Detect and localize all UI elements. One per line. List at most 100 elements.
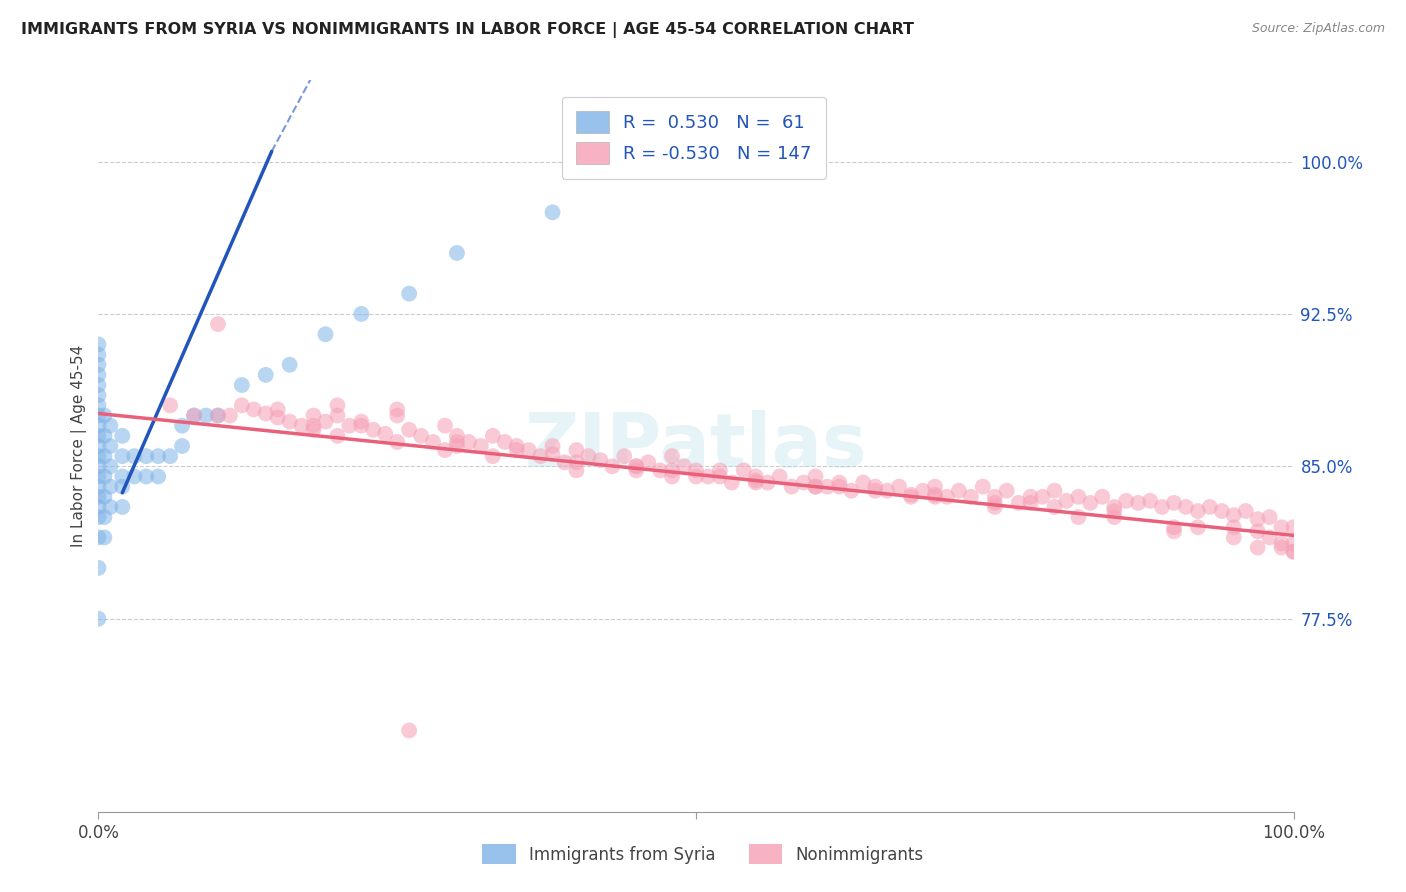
Point: [1187, 520, 1209, 534]
Point: [613, 449, 636, 463]
Point: [159, 398, 181, 412]
Point: [135, 469, 157, 483]
Point: [637, 455, 659, 469]
Point: [111, 449, 134, 463]
Point: [267, 402, 290, 417]
Point: [93, 490, 115, 504]
Point: [446, 429, 468, 443]
Point: [1067, 490, 1090, 504]
Point: [254, 407, 277, 421]
Point: [745, 469, 768, 483]
Point: [326, 398, 349, 412]
Point: [1223, 531, 1246, 545]
Point: [446, 434, 468, 449]
Point: [541, 447, 564, 461]
Point: [889, 480, 911, 494]
Point: [159, 449, 181, 463]
Point: [398, 723, 420, 738]
Point: [1032, 490, 1054, 504]
Point: [350, 307, 373, 321]
Point: [578, 449, 600, 463]
Point: [1019, 490, 1042, 504]
Point: [98, 459, 122, 474]
Point: [626, 459, 648, 474]
Point: [446, 246, 468, 260]
Point: [768, 469, 790, 483]
Point: [93, 449, 115, 463]
Text: IMMIGRANTS FROM SYRIA VS NONIMMIGRANTS IN LABOR FORCE | AGE 45-54 CORRELATION CH: IMMIGRANTS FROM SYRIA VS NONIMMIGRANTS I…: [21, 22, 914, 38]
Point: [1258, 531, 1281, 545]
Point: [231, 378, 253, 392]
Point: [984, 490, 1007, 504]
Point: [434, 418, 457, 433]
Point: [374, 426, 396, 441]
Point: [481, 449, 505, 463]
Point: [565, 443, 588, 458]
Point: [87, 418, 110, 433]
Point: [1187, 504, 1209, 518]
Point: [661, 463, 683, 477]
Point: [481, 429, 505, 443]
Point: [911, 483, 934, 498]
Point: [721, 475, 744, 490]
Point: [995, 483, 1018, 498]
Point: [865, 483, 887, 498]
Text: Source: ZipAtlas.com: Source: ZipAtlas.com: [1251, 22, 1385, 36]
Point: [1247, 541, 1270, 555]
Point: [541, 439, 564, 453]
Point: [87, 378, 110, 392]
Legend: R =  0.530   N =  61, R = -0.530   N = 147: R = 0.530 N = 61, R = -0.530 N = 147: [561, 96, 825, 178]
Point: [1104, 504, 1126, 518]
Point: [804, 480, 827, 494]
Point: [339, 418, 361, 433]
Point: [183, 409, 205, 423]
Point: [278, 358, 301, 372]
Point: [1104, 500, 1126, 514]
Point: [183, 409, 205, 423]
Point: [326, 429, 349, 443]
Point: [385, 434, 409, 449]
Point: [111, 480, 134, 494]
Point: [709, 463, 731, 477]
Point: [267, 410, 290, 425]
Y-axis label: In Labor Force | Age 45-54: In Labor Force | Age 45-54: [72, 345, 87, 547]
Point: [506, 443, 529, 458]
Point: [589, 453, 612, 467]
Point: [87, 500, 110, 514]
Text: ZIPatlas: ZIPatlas: [524, 409, 868, 483]
Point: [815, 480, 838, 494]
Point: [254, 368, 277, 382]
Point: [398, 423, 420, 437]
Point: [924, 480, 946, 494]
Point: [745, 475, 768, 490]
Point: [87, 612, 110, 626]
Point: [291, 418, 314, 433]
Point: [350, 415, 373, 429]
Point: [93, 409, 115, 423]
Point: [661, 449, 683, 463]
Point: [1056, 494, 1078, 508]
Point: [865, 480, 887, 494]
Point: [984, 496, 1007, 510]
Point: [398, 286, 420, 301]
Point: [1008, 496, 1031, 510]
Point: [685, 154, 707, 169]
Point: [1043, 483, 1066, 498]
Point: [1019, 496, 1042, 510]
Point: [98, 480, 122, 494]
Point: [936, 490, 959, 504]
Point: [1271, 520, 1294, 534]
Point: [87, 429, 110, 443]
Point: [434, 443, 457, 458]
Point: [1271, 536, 1294, 550]
Point: [1115, 494, 1137, 508]
Point: [195, 409, 218, 423]
Point: [780, 480, 803, 494]
Point: [1080, 496, 1102, 510]
Point: [243, 402, 266, 417]
Point: [411, 429, 433, 443]
Point: [900, 490, 922, 504]
Point: [98, 418, 122, 433]
Point: [124, 469, 146, 483]
Point: [506, 439, 529, 453]
